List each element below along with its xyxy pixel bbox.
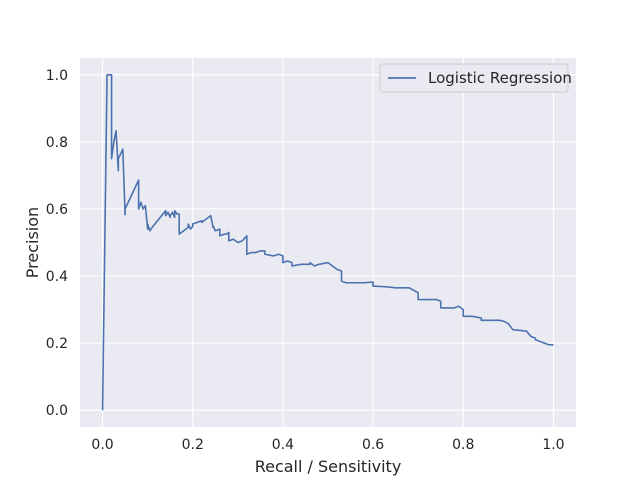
y-tick-label: 0.4 bbox=[46, 269, 68, 285]
y-tick-label: 0.0 bbox=[46, 403, 68, 419]
y-tick-label: 0.6 bbox=[46, 202, 68, 218]
x-tick-label: 0.2 bbox=[182, 437, 204, 453]
series-layer bbox=[101, 73, 554, 411]
y-tick-labels: 0.0 0.2 0.4 0.6 0.8 1.0 bbox=[46, 68, 68, 419]
y-tick-label: 1.0 bbox=[46, 68, 68, 84]
y-axis-label: Precision bbox=[23, 207, 42, 278]
legend-box bbox=[379, 63, 569, 93]
x-tick-label: 0.0 bbox=[91, 437, 113, 453]
x-axis-label: Recall / Sensitivity bbox=[255, 457, 402, 476]
y-tick-label: 0.8 bbox=[46, 135, 68, 151]
x-tick-label: 0.4 bbox=[272, 437, 294, 453]
x-tick-label: 1.0 bbox=[542, 437, 564, 453]
legend: Logistic Regression bbox=[379, 63, 572, 93]
series-line-logistic-regression bbox=[101, 73, 554, 411]
grid-lines bbox=[80, 58, 576, 427]
x-tick-labels: 0.0 0.2 0.4 0.6 0.8 1.0 bbox=[91, 437, 564, 453]
legend-label-logistic-regression: Logistic Regression bbox=[428, 69, 572, 87]
x-tick-label: 0.6 bbox=[362, 437, 384, 453]
plot-background bbox=[80, 58, 576, 427]
x-tick-label: 0.8 bbox=[452, 437, 474, 453]
y-tick-label: 0.2 bbox=[46, 336, 68, 352]
